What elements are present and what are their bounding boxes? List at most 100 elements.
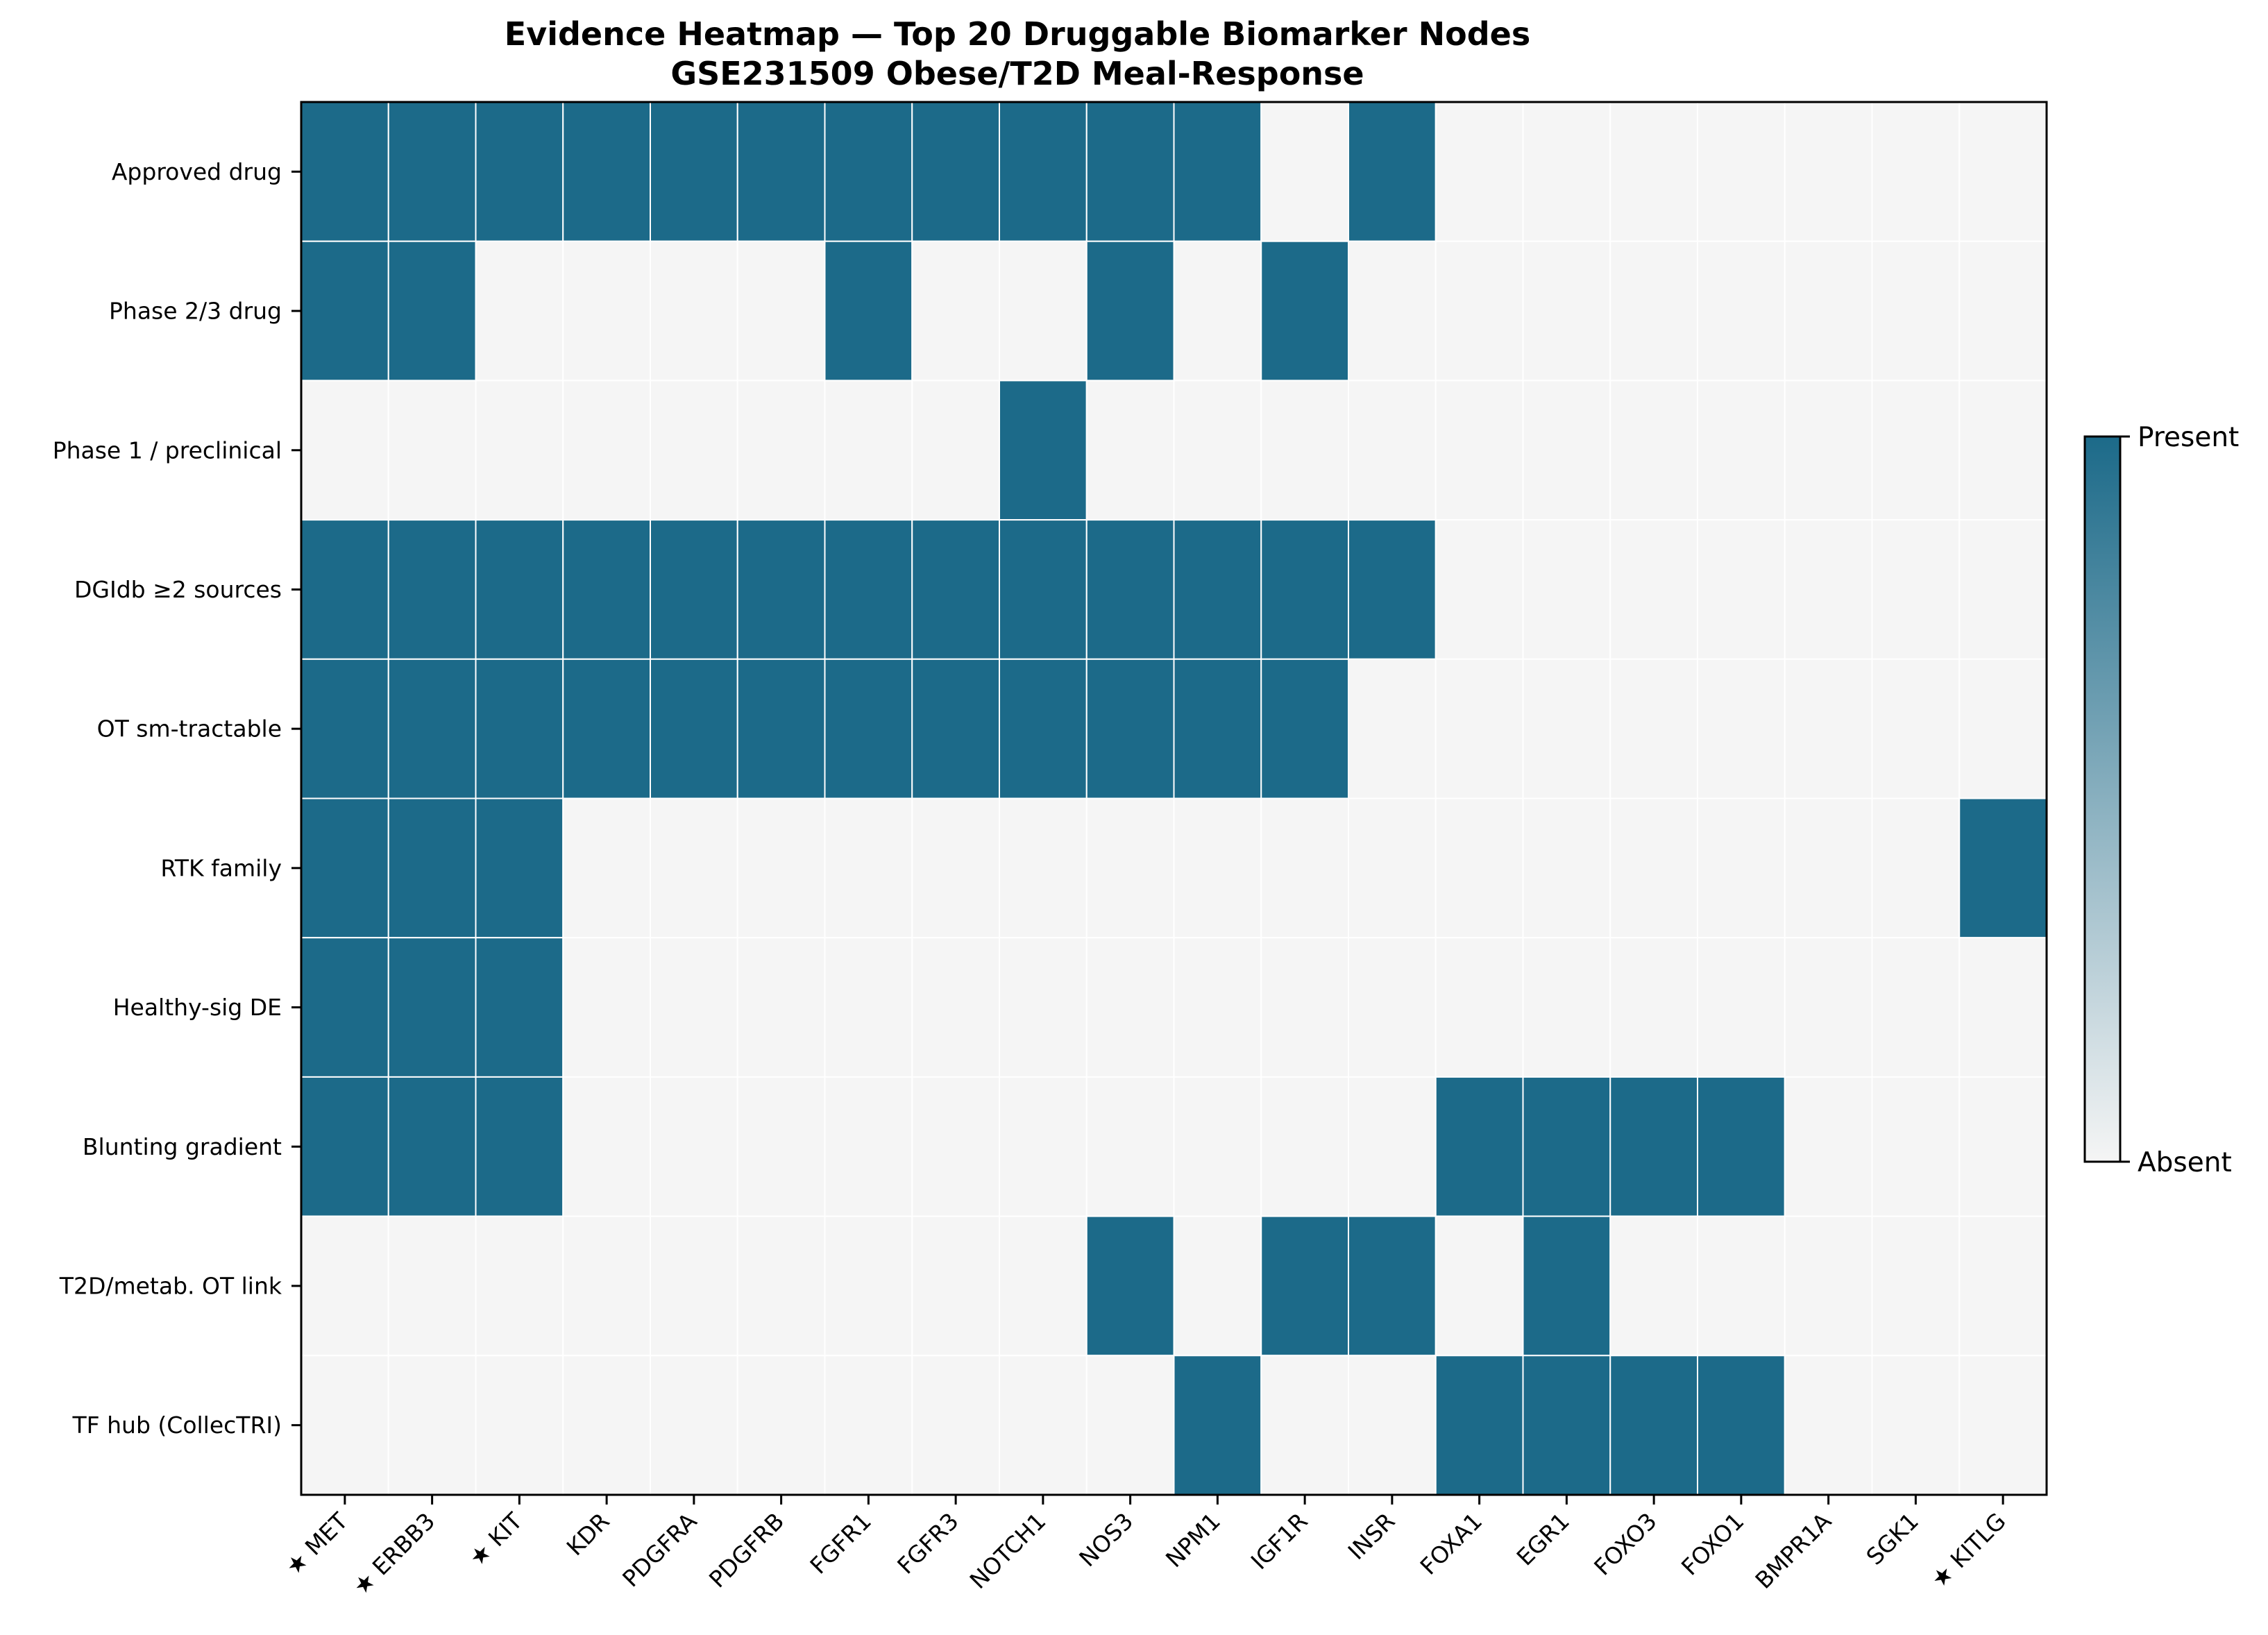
column-label: FGFR3 (892, 1507, 964, 1579)
heatmap-cell (301, 519, 389, 660)
heatmap-cell (301, 797, 389, 939)
heatmap-cell (1260, 1355, 1349, 1496)
row-label: TF hub (CollecTRI) (72, 1412, 282, 1439)
heatmap-cell (911, 797, 1000, 939)
heatmap-cell (736, 797, 826, 939)
heatmap-cell (1260, 658, 1349, 799)
heatmap-cell (1173, 519, 1262, 660)
heatmap-cell (1435, 937, 1524, 1078)
heatmap-cell (1609, 240, 1698, 382)
heatmap-cell (1522, 1076, 1611, 1217)
column-label: NPM1 (1160, 1507, 1226, 1573)
heatmap-cell (562, 658, 651, 799)
heatmap-cell (911, 1355, 1000, 1496)
heatmap-cell (475, 658, 564, 799)
heatmap-cell (1173, 1355, 1262, 1496)
column-label: INSR (1343, 1507, 1400, 1565)
heatmap-cell (824, 1215, 913, 1357)
colorbar-label-present: Present (2138, 422, 2239, 453)
row-label: RTK family (160, 854, 282, 881)
heatmap-cell (824, 380, 913, 521)
heatmap-cell (301, 1215, 389, 1357)
heatmap-cell (650, 797, 738, 939)
heatmap-cell (475, 380, 564, 521)
heatmap-cell (1697, 937, 1786, 1078)
heatmap-cell (1085, 240, 1175, 382)
heatmap-cell (1609, 1355, 1698, 1496)
heatmap-cell (1085, 937, 1175, 1078)
heatmap-cell (1697, 1215, 1786, 1357)
colorbar-label-absent: Absent (2138, 1147, 2232, 1178)
heatmap-cell (1173, 1215, 1262, 1357)
column-label: ★ MET (280, 1507, 353, 1580)
row-label: Blunting gradient (83, 1133, 282, 1160)
heatmap-cell (1697, 797, 1786, 939)
heatmap-cell (911, 658, 1000, 799)
heatmap-cell (1697, 658, 1786, 799)
heatmap-cell (387, 1215, 477, 1357)
heatmap-cell (1173, 937, 1262, 1078)
heatmap-cell (824, 937, 913, 1078)
heatmap-cell (1435, 519, 1524, 660)
heatmap-cell (475, 1215, 564, 1357)
heatmap-cell (1348, 937, 1437, 1078)
heatmap-cell (1260, 1076, 1349, 1217)
heatmap-cell (301, 240, 389, 382)
heatmap-cell (1435, 658, 1524, 799)
heatmap-cell (387, 101, 477, 242)
heatmap-cell (1348, 240, 1437, 382)
heatmap-cell (475, 797, 564, 939)
heatmap-cell (650, 1215, 738, 1357)
row-label: Phase 2/3 drug (109, 298, 282, 325)
heatmap-cell (562, 1076, 651, 1217)
heatmap-cell (301, 1355, 389, 1496)
heatmap-cell (1173, 1076, 1262, 1217)
heatmap-cell (911, 519, 1000, 660)
heatmap-cell (1173, 101, 1262, 242)
heatmap-cell (1348, 797, 1437, 939)
heatmap-cell (1085, 1215, 1175, 1357)
heatmap-cell (1958, 519, 2047, 660)
heatmap-cell (1085, 658, 1175, 799)
heatmap-cell (562, 797, 651, 939)
heatmap-cell (1260, 519, 1349, 660)
heatmap-cell (1697, 240, 1786, 382)
heatmap-cell (1784, 519, 1873, 660)
heatmap-cell (387, 937, 477, 1078)
heatmap-cell (1085, 519, 1175, 660)
heatmap-cell (999, 658, 1088, 799)
heatmap-cell (1260, 101, 1349, 242)
heatmap-cell (1085, 101, 1175, 242)
heatmap-cell (999, 1355, 1088, 1496)
heatmap-cell (1173, 240, 1262, 382)
heatmap-cell (1784, 1076, 1873, 1217)
heatmap-cell (1609, 101, 1698, 242)
heatmap-cell (1958, 380, 2047, 521)
heatmap-cell (1871, 797, 1961, 939)
column-label: FGFR1 (804, 1507, 877, 1579)
heatmap-cell (1348, 1355, 1437, 1496)
heatmap-cell (650, 380, 738, 521)
heatmap-cell (1784, 937, 1873, 1078)
heatmap-cell (1871, 101, 1961, 242)
heatmap-cell (736, 658, 826, 799)
heatmap-cell (911, 937, 1000, 1078)
heatmap-cell (1522, 380, 1611, 521)
heatmap-cell (1958, 658, 2047, 799)
heatmap-cell (1435, 101, 1524, 242)
heatmap-cell (736, 519, 826, 660)
heatmap-cell (1784, 658, 1873, 799)
heatmap-cell (387, 519, 477, 660)
heatmap-cell (1609, 797, 1698, 939)
column-label: EGR1 (1512, 1507, 1575, 1570)
column-label: ★ KIT (464, 1507, 528, 1571)
heatmap-cell (387, 658, 477, 799)
column-label: FOXA1 (1415, 1507, 1488, 1580)
heatmap-cell (999, 101, 1088, 242)
heatmap-cell (301, 937, 389, 1078)
heatmap-cell (1697, 1076, 1786, 1217)
heatmap-cell (1085, 1076, 1175, 1217)
heatmap-cell (1085, 1355, 1175, 1496)
heatmap-cell (1784, 101, 1873, 242)
